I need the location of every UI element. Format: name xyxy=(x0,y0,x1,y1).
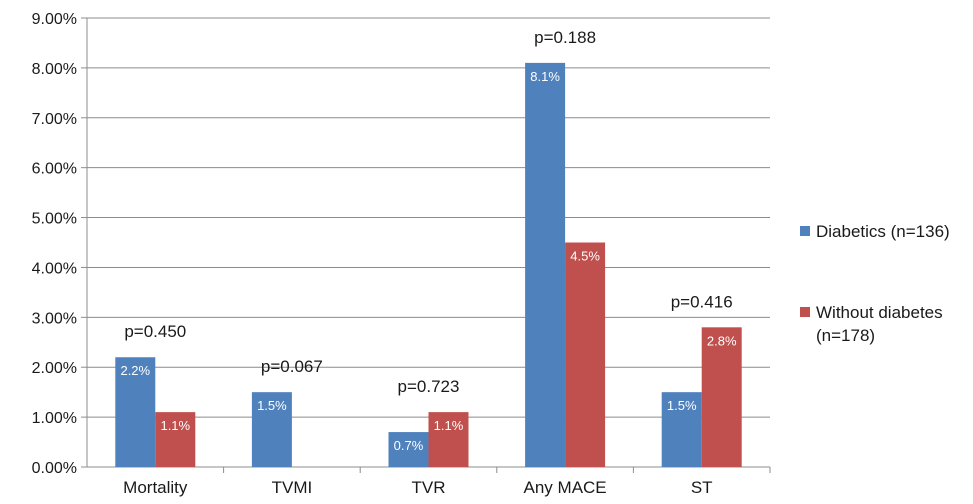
y-tick-label: 5.00% xyxy=(32,211,77,228)
data-label: 1.5% xyxy=(667,398,697,413)
data-label: 8.1% xyxy=(530,69,560,84)
y-tick-label: 9.00% xyxy=(32,11,77,28)
bar xyxy=(155,412,196,467)
x-category-label: Any MACE xyxy=(524,478,607,497)
bar xyxy=(525,62,566,468)
bar xyxy=(661,392,702,467)
x-category-label: Mortality xyxy=(123,478,188,497)
bar xyxy=(115,357,156,467)
bar xyxy=(388,432,429,467)
data-label: 1.1% xyxy=(160,418,190,433)
data-label: 1.1% xyxy=(434,418,464,433)
legend-label: Diabetics (n=136) xyxy=(816,222,950,241)
data-label: 2.2% xyxy=(120,363,150,378)
data-label: 2.8% xyxy=(707,333,737,348)
x-category-label: ST xyxy=(691,478,713,497)
legend-swatch xyxy=(800,307,810,317)
y-tick-label: 4.00% xyxy=(32,260,77,277)
bar xyxy=(565,242,606,467)
y-tick-label: 7.00% xyxy=(32,111,77,128)
p-value-annotation: p=0.723 xyxy=(398,377,460,396)
y-tick-label: 1.00% xyxy=(32,410,77,427)
y-tick-label: 3.00% xyxy=(32,310,77,327)
y-tick-label: 2.00% xyxy=(32,360,77,377)
legend-swatch xyxy=(800,226,810,236)
data-label: 0.7% xyxy=(394,438,424,453)
data-label: 1.5% xyxy=(257,398,287,413)
x-category-label: TVR xyxy=(412,478,446,497)
y-tick-label: 8.00% xyxy=(32,61,77,78)
bar xyxy=(428,412,469,467)
x-category-label: TVMI xyxy=(272,478,313,497)
p-value-annotation: p=0.450 xyxy=(124,322,186,341)
y-tick-label: 6.00% xyxy=(32,161,77,178)
bar xyxy=(701,327,742,467)
p-value-annotation: p=0.188 xyxy=(534,28,596,47)
legend-label: (n=178) xyxy=(816,326,875,345)
p-value-annotation: p=0.416 xyxy=(671,292,733,311)
data-label: 4.5% xyxy=(570,249,600,264)
legend-label: Without diabetes xyxy=(816,303,943,322)
bar xyxy=(251,392,292,467)
y-tick-label: 0.00% xyxy=(32,460,77,477)
p-value-annotation: p=0.067 xyxy=(261,357,323,376)
